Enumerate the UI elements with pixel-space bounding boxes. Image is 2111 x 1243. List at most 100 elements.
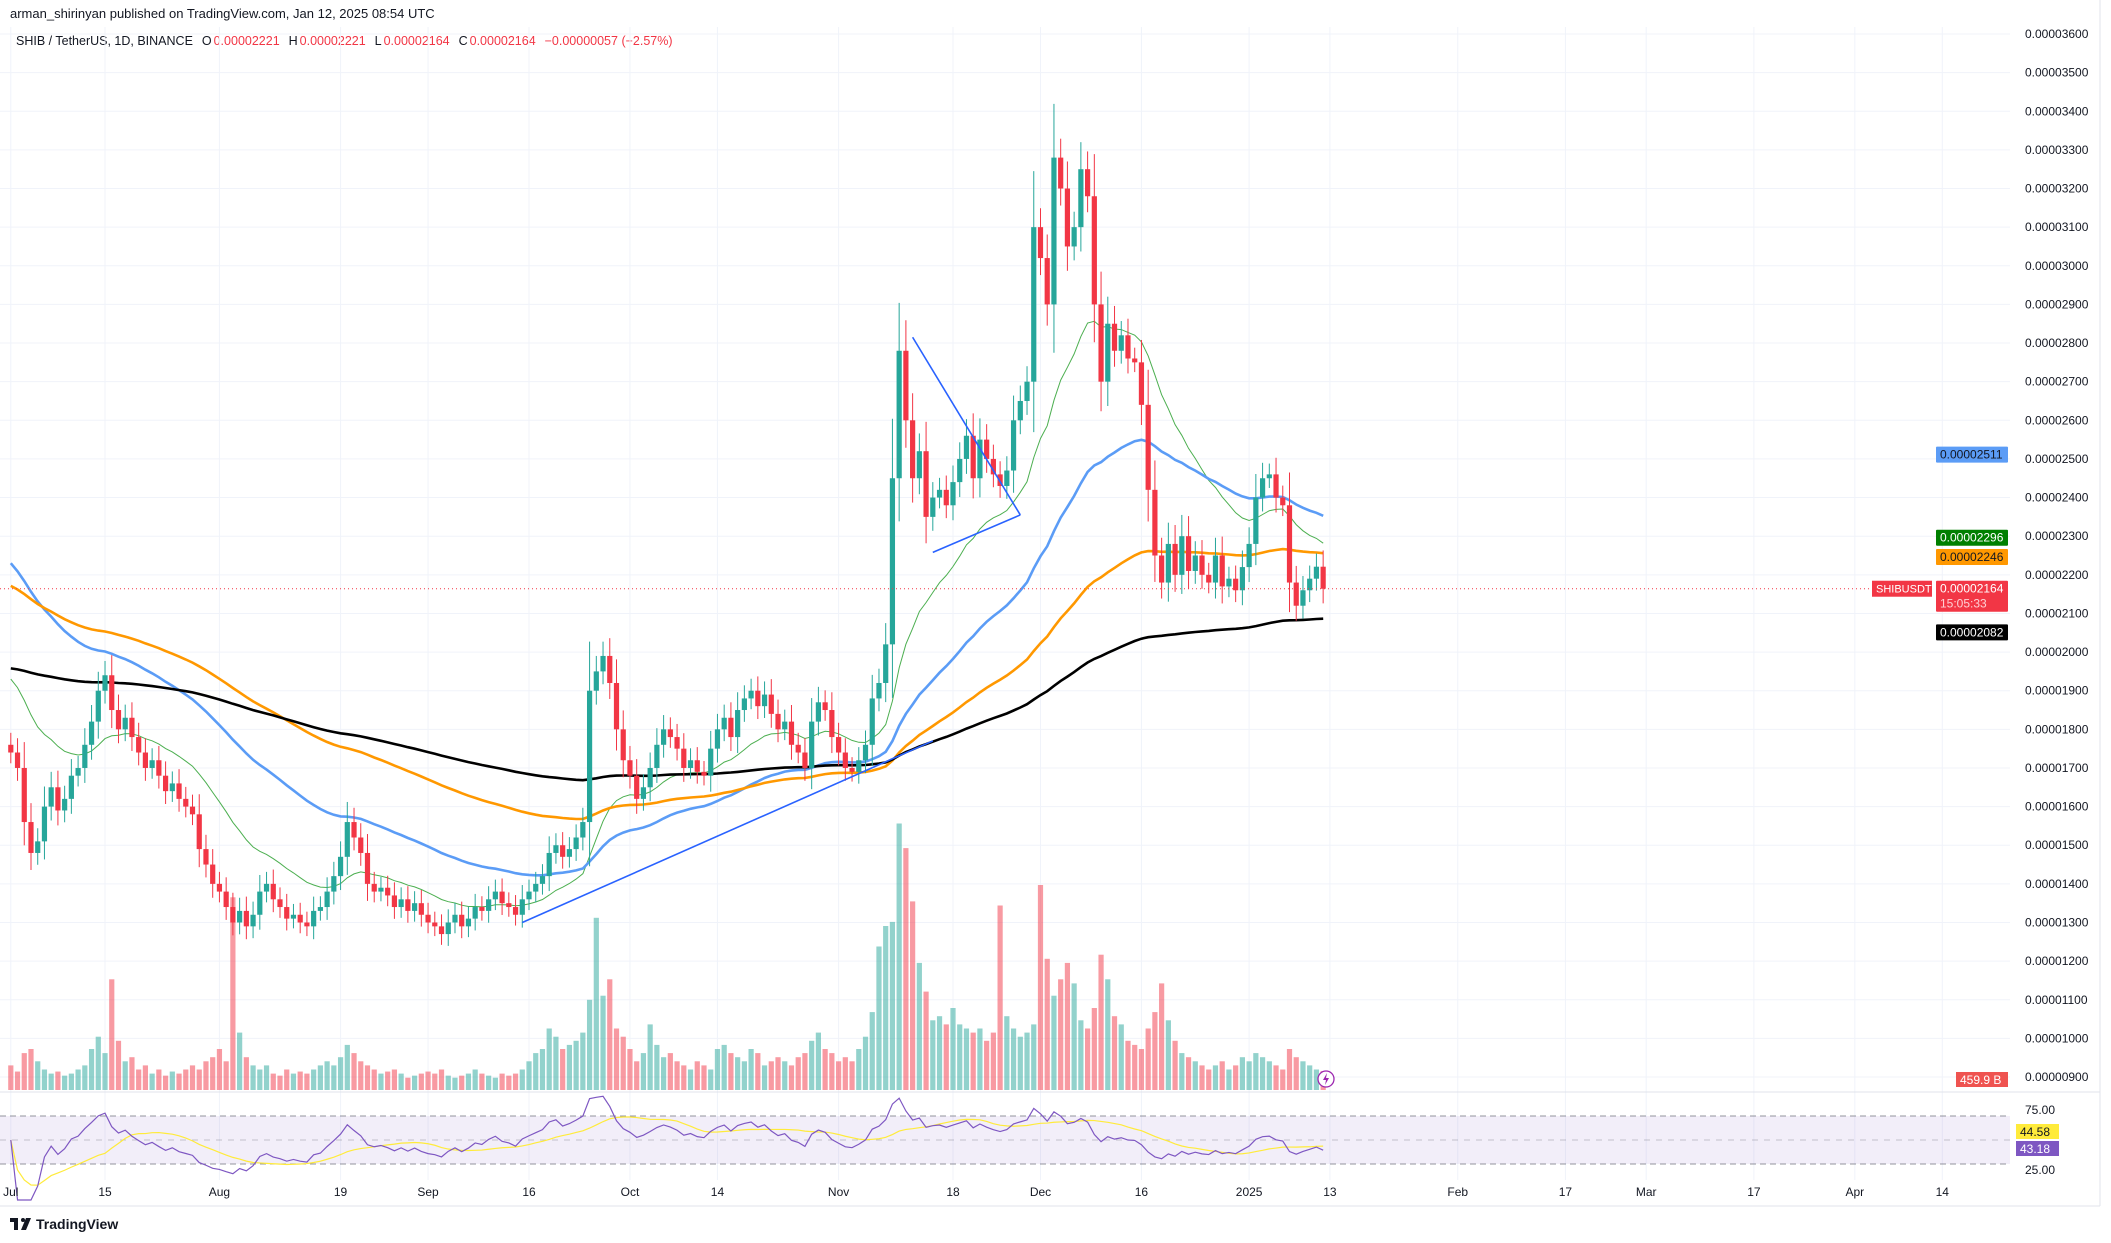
volume-bar — [782, 1061, 788, 1090]
candle-body — [290, 914, 297, 919]
candle — [1307, 565, 1313, 603]
volume-bar — [129, 1057, 135, 1090]
volume-bar — [701, 1065, 707, 1090]
y-tick-label: 0.00002300 — [2025, 529, 2089, 543]
candle — [109, 655, 115, 729]
candle — [149, 748, 155, 779]
candle-body — [48, 787, 54, 807]
y-tick-label: 0.00002800 — [2025, 336, 2089, 350]
symbol-name[interactable]: SHIB / TetherUS, 1D, BINANCE — [16, 34, 193, 48]
candle — [331, 861, 337, 905]
volume-bar — [1246, 1061, 1252, 1090]
volume-bar — [896, 823, 902, 1090]
volume-bar — [142, 1065, 148, 1090]
candle — [748, 678, 754, 710]
candle-body — [687, 760, 694, 768]
candle — [102, 660, 108, 704]
volume-bar — [1280, 1069, 1286, 1090]
volume-bar — [418, 1073, 424, 1090]
ma-line-100 — [10, 547, 1324, 821]
volume-bar — [849, 1061, 855, 1090]
candle — [1179, 514, 1185, 594]
candle-body — [1118, 335, 1124, 351]
candle — [1017, 385, 1023, 435]
candle-body — [849, 767, 855, 772]
candle-body — [788, 721, 795, 745]
volume-bar — [526, 1061, 532, 1090]
candle — [88, 705, 95, 760]
candle-body — [189, 806, 196, 815]
candle-body — [82, 744, 88, 768]
candle-body — [553, 845, 559, 853]
volume-bar — [761, 1065, 768, 1090]
volume-bar — [842, 1057, 848, 1090]
rsi-line — [10, 1095, 1324, 1201]
volume-bar — [506, 1075, 512, 1090]
volume-bar — [788, 1065, 795, 1090]
candle — [694, 747, 700, 784]
candle-body — [1266, 474, 1272, 479]
volume-bar — [297, 1071, 303, 1090]
candle-body — [479, 907, 485, 911]
flag-upper-line — [911, 336, 1021, 516]
candle-body — [600, 655, 606, 672]
candle-body — [1105, 323, 1111, 382]
drawings[interactable] — [521, 336, 1021, 924]
volume-bar — [977, 1028, 983, 1090]
volume-bar — [371, 1069, 377, 1090]
candle-body — [277, 899, 283, 908]
volume-bar — [1037, 885, 1044, 1090]
x-tick-label: 19 — [334, 1185, 348, 1199]
candle-body — [984, 439, 990, 459]
candle — [768, 679, 774, 728]
volume-bar — [910, 901, 916, 1090]
x-tick-label: Dec — [1030, 1185, 1051, 1199]
volume-bar — [62, 1075, 68, 1090]
candle — [1145, 369, 1151, 522]
candle-body — [681, 748, 687, 768]
volume-bar — [331, 1065, 337, 1090]
volume-bar — [674, 1061, 680, 1090]
volume-bar — [512, 1073, 519, 1090]
y-tick-label: 0.00001300 — [2025, 915, 2089, 929]
candle — [1078, 142, 1084, 252]
candle — [910, 393, 916, 503]
candle-body — [257, 891, 263, 915]
candle — [378, 876, 384, 902]
candle-body — [183, 798, 189, 807]
volume-bar — [499, 1073, 505, 1090]
lightning-icon[interactable] — [1317, 1070, 1335, 1088]
candle — [714, 713, 721, 763]
candle-body — [499, 891, 505, 904]
candle-body — [815, 702, 821, 722]
x-tick-label: Jul — [3, 1185, 18, 1199]
candle — [472, 893, 478, 931]
volume-bar — [1058, 979, 1064, 1090]
ma-line-20 — [10, 320, 1324, 908]
volume-bar — [115, 1040, 122, 1090]
candle-body — [55, 787, 61, 811]
volume-bar — [950, 1008, 956, 1090]
volume-bar — [1273, 1065, 1279, 1090]
candle — [1313, 553, 1320, 591]
volume-bar — [694, 1061, 700, 1090]
volume-bar — [1286, 1049, 1293, 1090]
candle — [970, 413, 976, 499]
tradingview-logo[interactable]: TradingView — [10, 1216, 118, 1232]
candle — [869, 674, 875, 766]
candle-body — [560, 845, 566, 857]
candle-body — [512, 907, 519, 915]
candle — [196, 794, 202, 868]
volume-bar — [425, 1071, 431, 1090]
volume-bar — [162, 1075, 169, 1090]
candle-body — [519, 899, 525, 915]
volume-bar — [324, 1061, 330, 1090]
candle-body — [634, 775, 640, 799]
price-labels: 0.00002511 0.00002296 0.00002246 0.00002164… — [1317, 446, 2059, 1156]
change-value: −0.00000057 (−2.57%) — [544, 34, 673, 48]
candle — [1226, 566, 1232, 598]
volume-bar — [169, 1071, 175, 1090]
moving-averages — [9, 320, 1324, 908]
candle-body — [970, 435, 976, 479]
